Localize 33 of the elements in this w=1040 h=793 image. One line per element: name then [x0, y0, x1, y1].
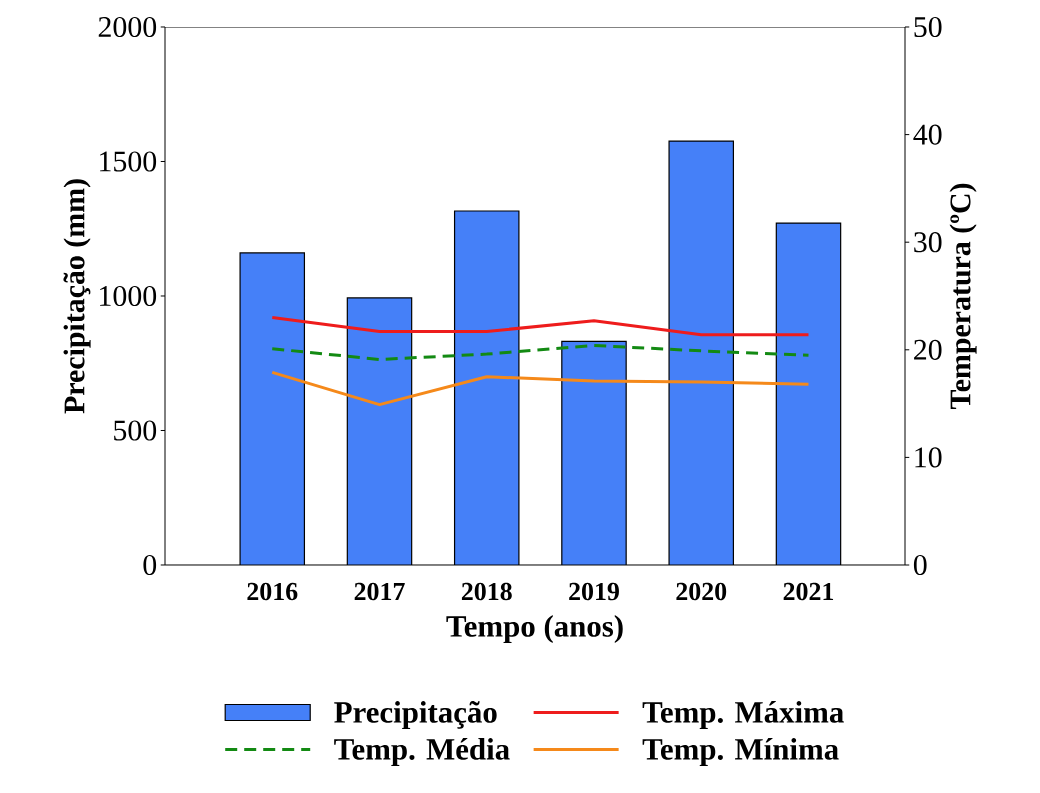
y2-tick-label: 30: [914, 232, 942, 253]
bar: [240, 252, 305, 565]
legend-label: Precipitação: [334, 700, 497, 730]
legend-label: Temp. Máxima: [642, 701, 844, 730]
bar: [454, 210, 519, 565]
line-series: [270, 343, 810, 361]
y2-tick-label: 20: [914, 339, 942, 360]
y2-tick-label: 0: [913, 554, 927, 576]
y-tick-label: 500: [114, 420, 157, 441]
x-tick-label: 2020: [676, 582, 727, 601]
x-tick-label: 2018: [461, 582, 512, 601]
y2-tick-label: 10: [915, 447, 942, 468]
y-tick-label: 1000: [100, 285, 157, 307]
x-tick-label: 2019: [569, 582, 619, 601]
bar: [347, 297, 412, 565]
bar: [669, 141, 734, 565]
line-series: [270, 370, 810, 407]
bar: [561, 341, 627, 565]
legend-label: Temp. Média: [334, 737, 510, 767]
y-axis-title: Precipitação (mm): [63, 179, 91, 414]
y2-tick-label: 40: [913, 124, 942, 145]
x-tick-label: 2017: [354, 582, 405, 601]
x-axis-title: Tempo (anos): [446, 615, 623, 644]
line-series: [270, 316, 810, 337]
x-tick-label: 2021: [783, 582, 834, 601]
y-tick-label: 1500: [100, 151, 157, 172]
y-tick-label: 2000: [98, 16, 157, 38]
y2-axis-title: Temperatura (ºC): [949, 183, 977, 410]
y-tick-label: 0: [143, 554, 157, 576]
legend-label: Temp. Mínima: [642, 737, 839, 767]
bar: [775, 222, 842, 565]
y2-tick-label: 50: [914, 16, 942, 38]
x-tick-label: 2016: [247, 582, 298, 601]
